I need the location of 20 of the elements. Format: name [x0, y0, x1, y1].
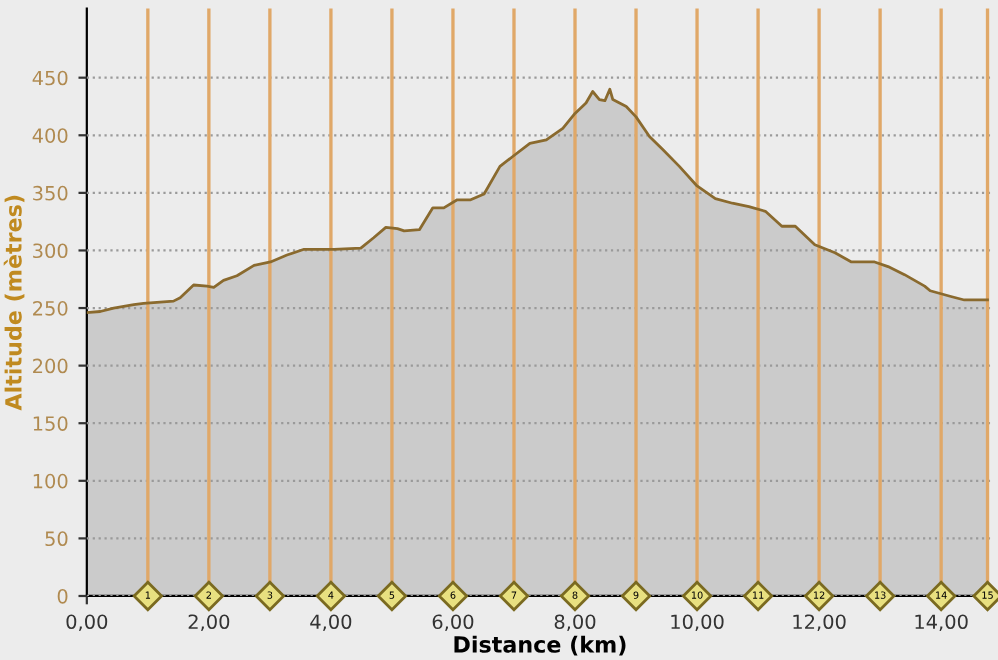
- x-tick-label: 2,00: [188, 614, 230, 632]
- x-tick-label: 10,00: [671, 614, 724, 632]
- x-tick-label: 0,00: [66, 614, 108, 632]
- x-tick-label: 14,00: [915, 614, 968, 632]
- x-tick-label: 8,00: [554, 614, 596, 632]
- x-tick-label: 4,00: [310, 614, 352, 632]
- y-tick-label: 300: [33, 243, 68, 259]
- x-axis-title: Distance (km): [454, 635, 626, 656]
- y-tick-label: 250: [33, 300, 68, 316]
- y-tick-label: 400: [32, 128, 68, 143]
- x-tick-label: 6,00: [432, 614, 474, 632]
- y-tick-label: 150: [33, 416, 68, 431]
- x-tick-label: 12,00: [793, 614, 846, 632]
- y-tick-label: 450: [32, 70, 68, 86]
- y-tick-label: 100: [33, 473, 68, 489]
- y-tick-label: 200: [33, 358, 68, 374]
- y-tick-label: 50: [45, 531, 68, 547]
- y-tick-label: 350: [33, 185, 68, 201]
- y-tick-label: 0: [57, 588, 68, 604]
- y-axis-title: Altitude (mètres): [3, 195, 25, 411]
